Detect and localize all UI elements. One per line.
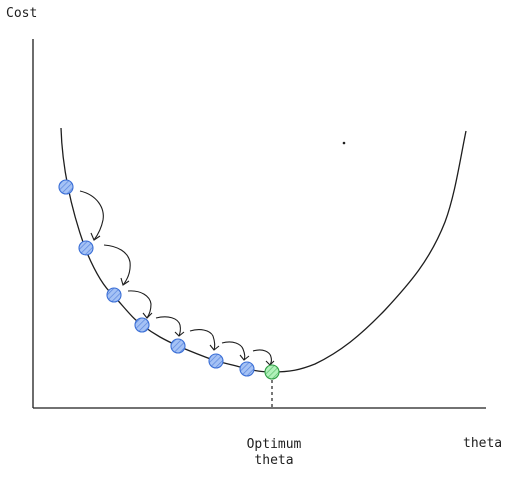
step-point bbox=[170, 338, 186, 354]
stray-dot bbox=[342, 141, 346, 145]
step-points bbox=[58, 179, 255, 377]
step-point bbox=[134, 317, 150, 333]
step-point bbox=[78, 240, 94, 256]
step-arrow-3-head bbox=[142, 312, 153, 319]
y-axis-label: Cost bbox=[6, 6, 38, 21]
step-point bbox=[239, 361, 255, 377]
step-arrow-2-head bbox=[120, 277, 130, 286]
step-point bbox=[208, 353, 224, 369]
step-point bbox=[106, 287, 122, 303]
step-arrow-4 bbox=[155, 316, 181, 337]
optimum-label: Optimum theta bbox=[238, 437, 310, 469]
step-arrow-1-head bbox=[90, 232, 101, 241]
step-arrow-6 bbox=[221, 341, 246, 361]
optimum-point bbox=[264, 364, 280, 380]
step-arrow-5-head bbox=[209, 344, 220, 351]
step-arrow-3 bbox=[127, 290, 152, 319]
cost-curve bbox=[60, 127, 467, 373]
optimum-label-line1: Optimum bbox=[246, 437, 302, 452]
step-arrow-1 bbox=[79, 190, 104, 241]
step-arrow-2 bbox=[103, 244, 131, 286]
step-arrow-5 bbox=[189, 329, 216, 351]
step-arrow-7 bbox=[252, 349, 272, 366]
step-arrow-6-head bbox=[239, 354, 250, 361]
step-arrows bbox=[79, 190, 275, 366]
step-arrow-4-head bbox=[174, 331, 185, 337]
step-arrow-7-head bbox=[265, 360, 275, 366]
step-point bbox=[58, 179, 74, 195]
optimum-label-line2: theta bbox=[254, 453, 294, 468]
x-axis-label: theta bbox=[463, 436, 503, 451]
